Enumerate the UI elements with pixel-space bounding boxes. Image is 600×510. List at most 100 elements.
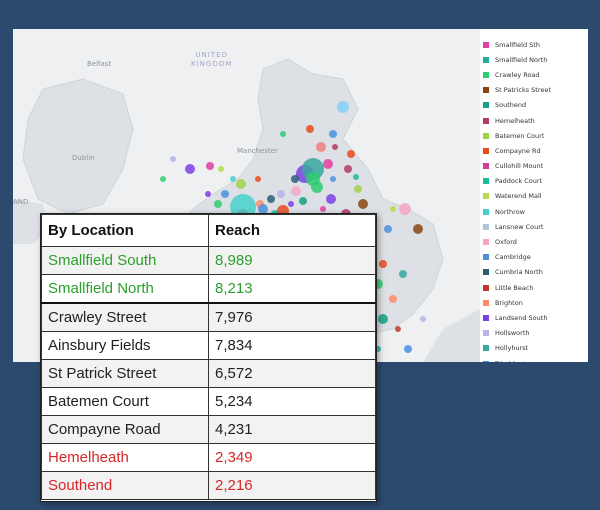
cell-reach: 4,231 [208, 415, 376, 444]
legend-item[interactable]: Hollsworth [483, 326, 588, 341]
location-bubble[interactable] [218, 166, 224, 172]
location-bubble[interactable] [320, 206, 326, 212]
location-bubble[interactable] [258, 204, 268, 214]
legend-item[interactable]: Cambridge [483, 250, 588, 265]
table-row[interactable]: Smallfield South 8,989 [41, 246, 376, 275]
legend-label: Trimbleston [495, 360, 533, 362]
table-row[interactable]: Ainsbury Fields 7,834 [41, 331, 376, 360]
legend-label: Smallfield Sth [495, 40, 540, 49]
location-bubble[interactable] [185, 164, 195, 174]
table-row[interactable]: Crawley Street 7,976 [41, 302, 376, 332]
location-bubble[interactable] [358, 199, 368, 209]
location-bubble[interactable] [221, 190, 229, 198]
legend-label: Northrow [495, 207, 526, 216]
location-bubble[interactable] [277, 190, 285, 198]
legend-swatch [483, 117, 489, 124]
location-bubble[interactable] [206, 162, 214, 170]
table-row[interactable]: Smallfield North 8,213 [41, 274, 376, 304]
location-bubble[interactable] [299, 197, 307, 205]
table-row[interactable]: Southend 2,216 [41, 471, 376, 500]
location-bubble[interactable] [205, 191, 211, 197]
cell-reach: 6,572 [208, 359, 376, 388]
legend-item[interactable]: Oxford [483, 234, 588, 249]
legend-swatch [483, 345, 489, 352]
legend-item[interactable]: Trimbleston [483, 356, 588, 362]
location-bubble[interactable] [329, 130, 337, 138]
legend-swatch [483, 223, 489, 230]
legend-item[interactable]: Cumbria North [483, 265, 588, 280]
location-bubble[interactable] [347, 150, 355, 158]
table-row[interactable]: Compayne Road 4,231 [41, 415, 376, 444]
location-bubble[interactable] [170, 156, 176, 162]
legend-item[interactable]: Smallfield North [483, 52, 588, 67]
location-bubble[interactable] [384, 225, 392, 233]
location-bubble[interactable] [160, 176, 166, 182]
legend-label: Little Beach [495, 283, 534, 292]
land-west [13, 199, 48, 244]
location-bubble[interactable] [236, 179, 246, 189]
location-bubble[interactable] [399, 270, 407, 278]
legend-item[interactable]: Cullohill Mount [483, 159, 588, 174]
location-bubble[interactable] [395, 326, 401, 332]
location-bubble[interactable] [291, 175, 299, 183]
location-bubble[interactable] [302, 158, 324, 180]
cell-reach: 2,216 [208, 471, 376, 500]
location-bubble[interactable] [420, 316, 426, 322]
location-bubble[interactable] [306, 125, 314, 133]
cell-location: Southend [41, 471, 209, 500]
location-bubble[interactable] [316, 142, 326, 152]
location-bubble[interactable] [288, 201, 294, 207]
location-bubble[interactable] [311, 181, 323, 193]
legend-item[interactable]: Compayne Rd [483, 143, 588, 158]
location-bubble[interactable] [353, 174, 359, 180]
legend-item[interactable]: Brighton [483, 295, 588, 310]
location-bubble[interactable] [214, 200, 222, 208]
location-bubble[interactable] [255, 176, 261, 182]
cell-reach: 8,989 [208, 246, 376, 275]
legend-item[interactable]: St Patricks Street [483, 83, 588, 98]
legend-label: Southend [495, 101, 527, 110]
legend-item[interactable]: Lansnew Court [483, 219, 588, 234]
location-bubble[interactable] [344, 165, 352, 173]
location-bubble[interactable] [389, 295, 397, 303]
legend-item[interactable]: Hollyhurst [483, 341, 588, 356]
table-body: Smallfield South 8,989 Smallfield North 8,2… [41, 246, 376, 500]
location-bubble[interactable] [378, 314, 388, 324]
table-row[interactable]: St Patrick Street 6,572 [41, 359, 376, 388]
legend-item[interactable]: Landsend South [483, 310, 588, 325]
location-bubble[interactable] [267, 195, 275, 203]
legend-item[interactable]: Southend [483, 98, 588, 113]
location-bubble[interactable] [291, 186, 301, 196]
location-bubble[interactable] [404, 345, 412, 353]
table-row[interactable]: Batemen Court 5,234 [41, 387, 376, 416]
location-reach-table: By Location Reach Smallfield South 8,989 S… [41, 214, 376, 500]
legend-label: Oxford [495, 238, 517, 247]
legend-swatch [483, 284, 489, 291]
location-bubble[interactable] [330, 176, 336, 182]
cell-location: Batemen Court [41, 387, 209, 416]
location-bubble[interactable] [399, 203, 411, 215]
location-bubble[interactable] [323, 159, 333, 169]
legend-item[interactable]: Smallfield Sth [483, 37, 588, 52]
legend-item[interactable]: Little Beach [483, 280, 588, 295]
legend-item[interactable]: Northrow [483, 204, 588, 219]
legend-item[interactable]: Batemen Court [483, 128, 588, 143]
location-bubble[interactable] [390, 206, 396, 212]
location-bubble[interactable] [354, 185, 362, 193]
legend-item[interactable]: Crawley Road [483, 67, 588, 82]
location-bubble[interactable] [337, 101, 349, 113]
location-bubble[interactable] [230, 176, 236, 182]
location-bubble[interactable] [413, 224, 423, 234]
location-bubble[interactable] [326, 194, 336, 204]
location-bubble[interactable] [280, 131, 286, 137]
legend-label: Hemelheath [495, 116, 535, 125]
legend-swatch [483, 132, 489, 139]
legend-swatch [483, 41, 489, 48]
table-row[interactable]: Hemelheath 2,349 [41, 443, 376, 472]
legend-item[interactable]: Waterend Mall [483, 189, 588, 204]
legend-item[interactable]: Hemelheath [483, 113, 588, 128]
location-bubble[interactable] [332, 144, 338, 150]
legend-label: Hollsworth [495, 329, 530, 338]
legend-item[interactable]: Paddock Court [483, 174, 588, 189]
location-bubble[interactable] [379, 260, 387, 268]
